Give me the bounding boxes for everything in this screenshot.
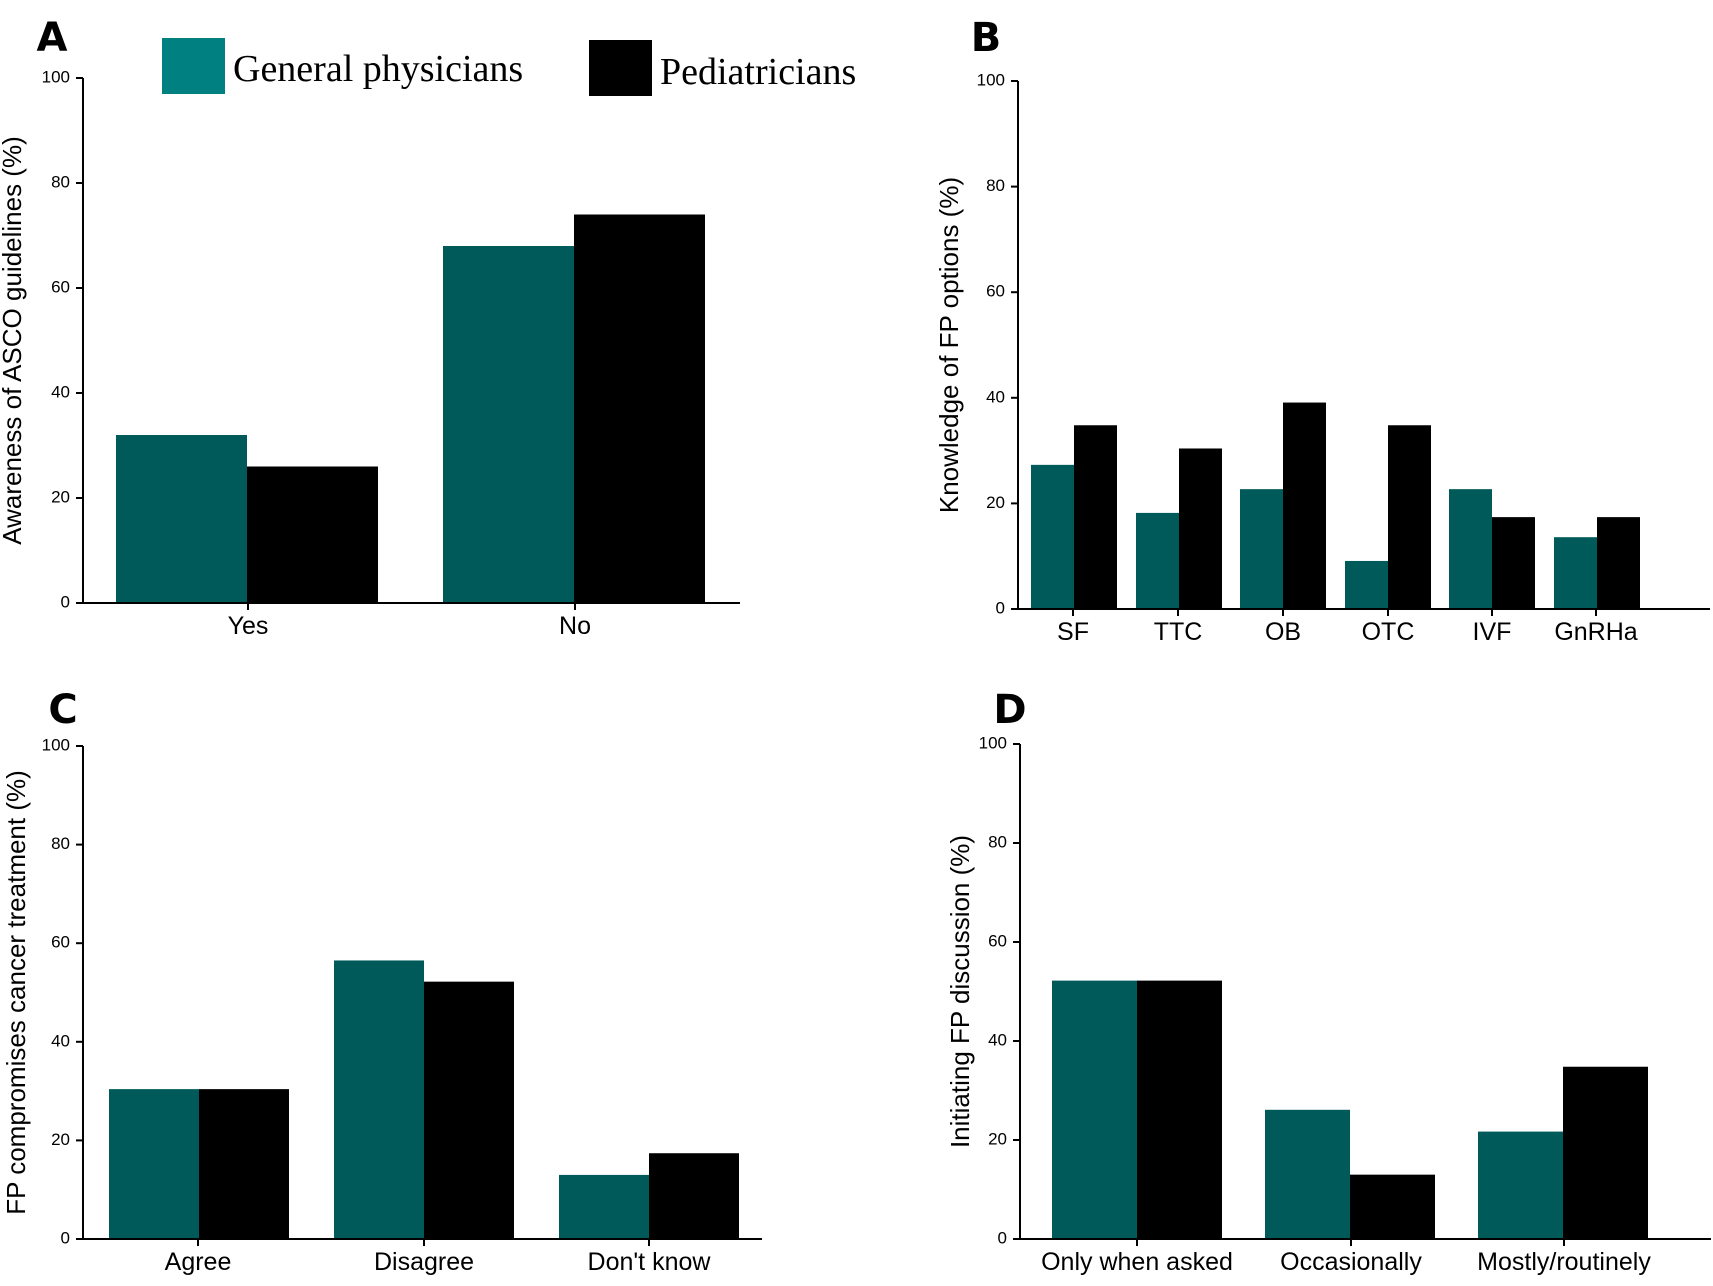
- y-tick-label-b: 20: [986, 493, 1005, 512]
- bar-b-pediatric-3: [1283, 402, 1326, 609]
- y-tick-label-c: 0: [61, 1228, 70, 1247]
- y-tick-label-a: 20: [51, 487, 70, 506]
- y-tick-label-c: 100: [42, 735, 70, 754]
- chart-panel-c: C 0 20 40 60 80 100 Agree Disagree Don't know FP c…: [1, 687, 762, 1276]
- y-tick-label-c: 40: [51, 1031, 70, 1050]
- legend-swatch-general-physicians: [162, 38, 225, 94]
- y-tick-label-d: 0: [998, 1228, 1007, 1247]
- legend: General physicians Pediatricians: [162, 38, 856, 96]
- y-tick-label-a: 100: [42, 67, 70, 86]
- category-label-b-2: TTC: [1154, 618, 1203, 646]
- y-tick-label-d: 20: [988, 1129, 1007, 1148]
- category-label-c-3: Don't know: [588, 1248, 712, 1276]
- y-tick-label-d: 80: [988, 832, 1007, 851]
- bar-c-pediatric-3: [649, 1153, 739, 1239]
- chart-panel-d: D 0 20 40 60 80 100 Only when asked Occasionally…: [945, 687, 1711, 1276]
- y-tick-label-d: 60: [988, 931, 1007, 950]
- legend-label-general-physicians: General physicians: [233, 48, 523, 90]
- chart-panel-b: B 0 20 40 60 80 100 SF TTC OB OTC IVF GnRHa Knowledge…: [934, 15, 1710, 646]
- panel-letter-d: D: [993, 687, 1026, 733]
- bar-d-pediatric-2: [1350, 1174, 1435, 1239]
- bar-b-general-4: [1345, 560, 1388, 609]
- category-label-d-2: Occasionally: [1280, 1248, 1422, 1276]
- y-tick-label-a: 80: [51, 172, 70, 191]
- bar-b-pediatric-6: [1597, 517, 1640, 609]
- bar-c-general-2: [334, 960, 424, 1239]
- bar-a-general-2: [443, 246, 574, 603]
- bar-b-pediatric-2: [1179, 448, 1222, 609]
- bar-c-pediatric-1: [199, 1089, 289, 1239]
- chart-panel-a: A 0 20 40 60 80 100 Yes No Awareness of ASCO guid…: [0, 15, 740, 640]
- y-tick-label-a: 0: [61, 592, 70, 611]
- bar-b-general-1: [1031, 464, 1074, 609]
- bar-b-general-2: [1136, 512, 1179, 609]
- y-tick-label-a: 40: [51, 382, 70, 401]
- bar-c-pediatric-2: [424, 981, 514, 1239]
- panel-letter-a: A: [37, 15, 68, 61]
- category-label-b-3: OB: [1265, 618, 1301, 646]
- category-label-b-4: OTC: [1362, 618, 1415, 646]
- bar-a-pediatric-2: [574, 214, 705, 603]
- category-label-a-1: Yes: [228, 612, 269, 640]
- bar-d-pediatric-3: [1563, 1066, 1648, 1239]
- bar-b-general-5: [1449, 489, 1492, 609]
- y-tick-label-b: 100: [977, 70, 1005, 89]
- category-label-c-1: Agree: [165, 1248, 232, 1276]
- bar-a-general-1: [116, 435, 247, 603]
- panel-letter-b: B: [971, 15, 1002, 61]
- category-label-d-3: Mostly/routinely: [1477, 1248, 1651, 1276]
- bar-b-pediatric-5: [1492, 517, 1535, 609]
- bar-d-general-2: [1265, 1109, 1350, 1239]
- y-tick-label-c: 80: [51, 834, 70, 853]
- bar-d-general-1: [1052, 980, 1137, 1239]
- bar-d-general-3: [1478, 1131, 1563, 1239]
- y-axis-title-d: Initiating FP discussion (%): [945, 835, 975, 1148]
- bar-b-general-3: [1240, 489, 1283, 609]
- category-label-b-6: GnRHa: [1554, 618, 1637, 646]
- legend-swatch-pediatricians: [589, 40, 652, 96]
- bar-a-pediatric-1: [247, 466, 378, 603]
- legend-label-pediatricians: Pediatricians: [660, 51, 856, 93]
- panel-letter-c: C: [48, 687, 77, 733]
- y-tick-label-b: 80: [986, 176, 1005, 195]
- y-axis-title-b: Knowledge of FP options (%): [934, 177, 964, 513]
- bar-c-general-3: [559, 1174, 649, 1239]
- category-label-d-1: Only when asked: [1041, 1248, 1233, 1276]
- category-label-c-2: Disagree: [374, 1248, 474, 1276]
- y-tick-label-b: 0: [996, 598, 1005, 617]
- category-label-b-1: SF: [1057, 618, 1089, 646]
- y-tick-label-d: 40: [988, 1030, 1007, 1049]
- y-tick-label-a: 60: [51, 277, 70, 296]
- category-label-a-2: No: [559, 612, 591, 640]
- bar-b-pediatric-1: [1074, 425, 1117, 609]
- bar-b-pediatric-4: [1388, 425, 1431, 609]
- category-label-b-5: IVF: [1473, 618, 1512, 646]
- bar-c-general-1: [109, 1089, 199, 1239]
- bar-d-pediatric-1: [1137, 980, 1222, 1239]
- y-axis-title-c: FP compromises cancer treatment (%): [1, 770, 31, 1215]
- y-axis-title-a: Awareness of ASCO guidelines (%): [0, 136, 27, 545]
- y-tick-label-d: 100: [979, 733, 1007, 752]
- y-tick-label-b: 60: [986, 282, 1005, 301]
- y-tick-label-c: 20: [51, 1130, 70, 1149]
- y-tick-label-b: 40: [986, 387, 1005, 406]
- bar-b-general-6: [1554, 537, 1597, 609]
- y-tick-label-c: 60: [51, 933, 70, 952]
